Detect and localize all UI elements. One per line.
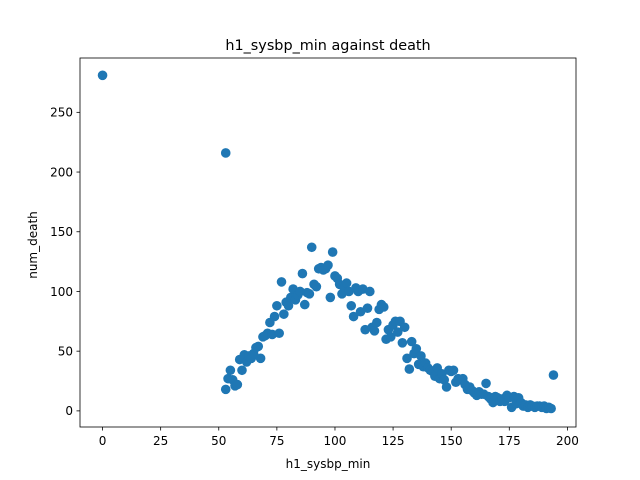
- data-point: [97, 70, 108, 81]
- data-point: [297, 268, 308, 279]
- data-point: [481, 378, 491, 389]
- y-tick-label: 0: [65, 404, 73, 418]
- data-point: [346, 300, 357, 311]
- x-tick-label: 100: [324, 434, 347, 448]
- x-tick-label: 50: [211, 434, 226, 448]
- data-point: [253, 341, 264, 352]
- data-point: [325, 292, 336, 303]
- data-point: [272, 300, 282, 311]
- data-point: [327, 247, 338, 257]
- y-tick-label: 150: [50, 225, 73, 239]
- x-tick-label: 150: [440, 434, 463, 448]
- data-point: [399, 322, 410, 333]
- data-point: [362, 303, 373, 313]
- data-point: [220, 148, 231, 158]
- plot-frame: [79, 57, 577, 428]
- data-point: [372, 317, 382, 328]
- data-point: [341, 278, 352, 288]
- data-point: [402, 353, 412, 364]
- data-point: [369, 326, 380, 336]
- data-point: [220, 384, 231, 395]
- data-point: [311, 281, 322, 292]
- data-point: [378, 302, 389, 312]
- data-point: [348, 311, 359, 322]
- y-axis-ticks: 0 50 100 150 200 250: [50, 106, 80, 418]
- x-tick-label: 200: [556, 434, 579, 448]
- data-point: [299, 299, 310, 310]
- data-point: [385, 332, 396, 342]
- data-point: [255, 353, 266, 364]
- y-tick-label: 250: [50, 106, 73, 120]
- data-point: [306, 242, 317, 253]
- data-point: [411, 343, 422, 354]
- data-point: [416, 351, 426, 361]
- data-point: [323, 260, 333, 270]
- y-tick-label: 50: [58, 344, 73, 358]
- data-point: [365, 286, 375, 297]
- data-point: [232, 379, 243, 390]
- x-tick-label: 25: [153, 434, 168, 448]
- data-point: [397, 338, 408, 348]
- data-point: [283, 300, 294, 311]
- data-point: [448, 365, 459, 376]
- x-tick-label: 175: [498, 434, 521, 448]
- x-tick-label: 0: [99, 434, 107, 448]
- data-point: [279, 309, 289, 319]
- data-point: [274, 328, 284, 339]
- data-point: [404, 364, 415, 374]
- data-point: [225, 365, 236, 376]
- data-points: [97, 70, 559, 414]
- data-point: [546, 403, 556, 414]
- y-tick-label: 200: [50, 165, 73, 179]
- chart-title: h1_sysbp_min against death: [225, 38, 430, 54]
- data-point: [548, 370, 559, 380]
- y-tick-label: 100: [50, 285, 73, 299]
- x-axis-ticks: 0 25 50 75 100 125 150 175 200: [99, 427, 579, 448]
- data-point: [269, 311, 280, 322]
- data-point: [276, 277, 287, 287]
- x-tick-label: 75: [269, 434, 284, 448]
- data-point: [441, 382, 452, 392]
- data-point: [392, 327, 403, 337]
- data-point: [406, 336, 417, 347]
- data-point: [304, 289, 315, 299]
- data-point: [237, 365, 247, 376]
- x-tick-label: 125: [382, 434, 405, 448]
- y-axis-label: num_death: [26, 211, 40, 279]
- x-axis-label: h1_sysbp_min: [286, 457, 371, 471]
